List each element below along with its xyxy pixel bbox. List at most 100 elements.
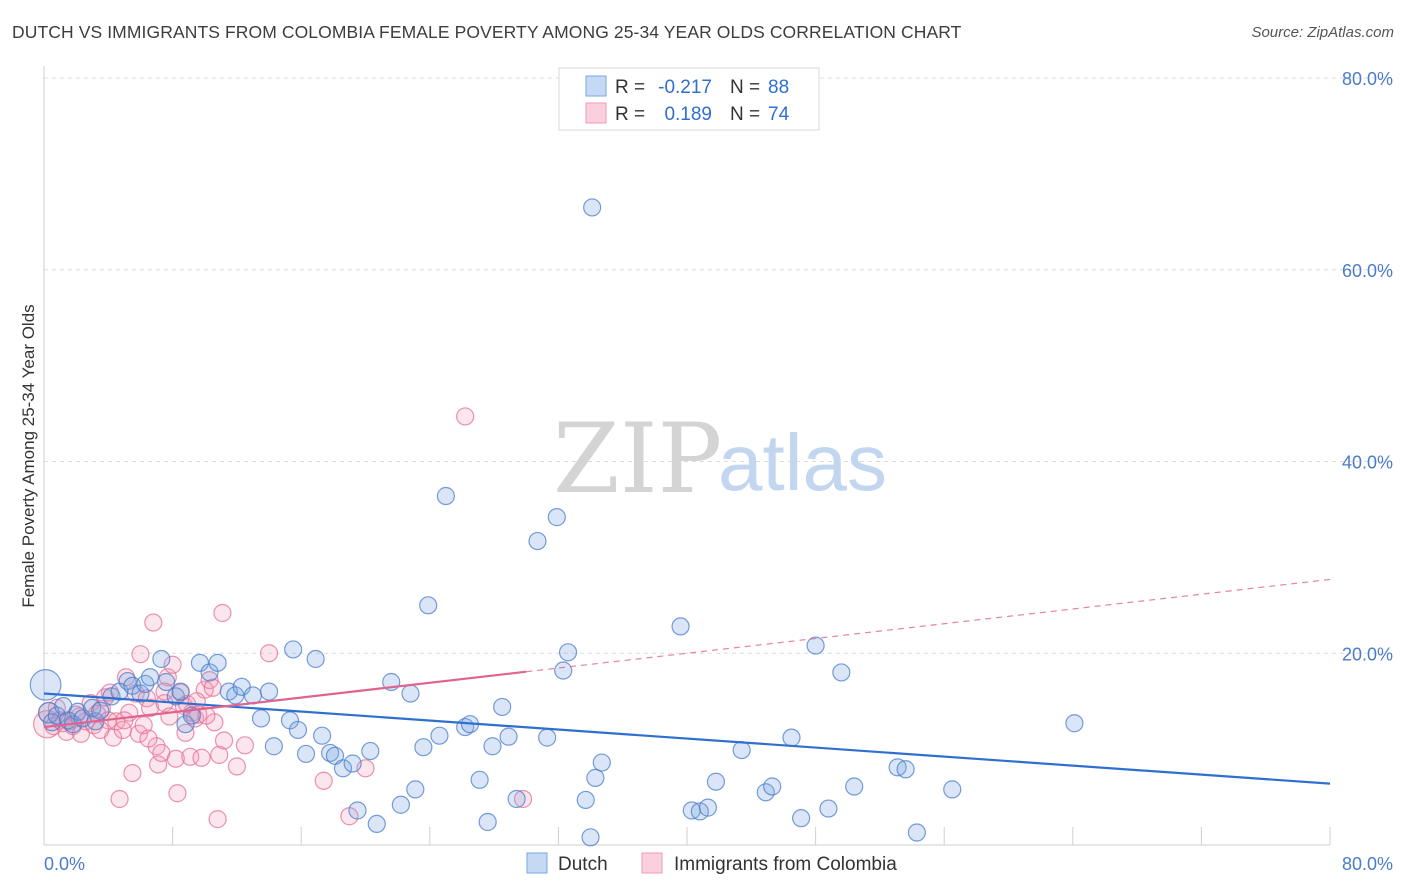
colombia-point [213,603,232,623]
gridlines [44,77,1392,654]
dutch-point [583,198,602,217]
dutch-point [348,801,367,820]
dutch-trend-line [43,692,1331,785]
dutch-point [131,684,150,703]
dutch-point [190,653,210,672]
dutch-point [478,812,497,832]
dutch-points [29,198,1084,847]
colombia-point [129,724,148,743]
colombia-point [160,707,179,726]
dutch-point [47,706,66,725]
dutch-point [29,668,62,701]
colombia-point [115,711,134,730]
dutch-point [436,486,455,506]
dutch-point [284,640,303,659]
colombia-point [203,678,222,697]
dutch-point [581,828,600,847]
colombia-points [33,407,533,829]
colombia-point [513,789,533,809]
dutch-point [91,701,110,720]
colombia-point [163,655,182,674]
y-tick-label: 60.0% [1342,261,1393,281]
dutch-point [576,790,595,810]
colombia-trend-line-extension [526,578,1331,673]
legend-swatch-colombia [641,852,663,874]
stats-swatch-colombia [585,102,607,124]
y-tick-label: 80.0% [1342,69,1393,89]
dutch-point [483,737,502,756]
dutch-point [171,682,190,701]
dutch-point [343,754,362,773]
dutch-point [140,668,160,687]
colombia-point [131,645,150,664]
colombia-point [210,745,229,764]
stats-n-label-colombia: N = [730,104,760,125]
dutch-point [493,697,512,717]
colombia-point [235,736,255,755]
colombia-point [314,771,333,790]
dutch-point [907,823,926,842]
stats-legend: R = -0.217 N = 88 R = 0.189 N = 74 [558,67,820,131]
dutch-point [671,617,690,636]
dutch-point [592,753,611,772]
dutch-point [251,709,271,728]
dutch-point [528,531,547,551]
dutch-point [943,780,962,799]
dutch-point [792,809,811,828]
dutch-point [367,814,386,834]
tick-labels: 20.0% 40.0% 60.0% 80.0% 0.0% 80.0% [44,69,1393,874]
legend-swatch-dutch [526,852,548,874]
dutch-point [288,720,308,740]
dutch-point [538,728,557,747]
dutch-point [401,684,420,703]
colombia-trend-line [43,670,527,729]
dutch-point [419,596,438,615]
dutch-point [406,780,425,799]
dutch-point [430,726,449,745]
dutch-point [698,798,717,817]
colombia-point [192,748,211,767]
colombia-point [456,407,475,426]
stats-n-label-dutch: N = [730,77,760,98]
colombia-point [110,789,129,809]
y-tick-label: 40.0% [1342,453,1393,473]
colombia-point [139,729,158,748]
dutch-point [296,744,316,764]
dutch-point [845,777,864,796]
dutch-point [259,682,279,701]
colombia-point [197,706,216,725]
dutch-point [321,743,340,763]
dutch-point [554,661,573,680]
colombia-point [208,810,227,829]
dutch-point [806,636,825,655]
dutch-point [1065,714,1084,733]
colombia-point [140,698,160,717]
dutch-point [819,799,838,818]
stats-r-value-dutch: -0.217 [658,77,712,98]
stats-r-value-colombia: 0.189 [664,104,712,125]
dutch-point [333,759,353,778]
legend-label-colombia: Immigrants from Colombia [674,854,897,875]
dutch-point [586,768,605,787]
axes [43,66,1331,846]
dutch-point [306,649,325,669]
stats-n-value-dutch: 88 [768,77,789,98]
colombia-point [168,784,187,803]
legend-label-dutch: Dutch [558,854,608,875]
dutch-point [499,727,518,746]
colombia-point [214,731,234,750]
y-tick-label: 20.0% [1342,644,1393,664]
trend-lines [43,578,1331,785]
dutch-point [361,741,380,761]
watermark-zip: ZIP [553,403,722,515]
chart-title: DUTCH VS IMMIGRANTS FROM COLOMBIA FEMALE… [12,22,962,42]
dutch-point [547,508,566,527]
stats-n-value-colombia: 74 [768,104,790,125]
colombia-point [144,613,163,632]
colombia-point [259,644,279,663]
colombia-point [227,757,246,776]
dutch-point [264,737,283,756]
dutch-point [706,772,726,791]
colombia-point [166,749,185,768]
